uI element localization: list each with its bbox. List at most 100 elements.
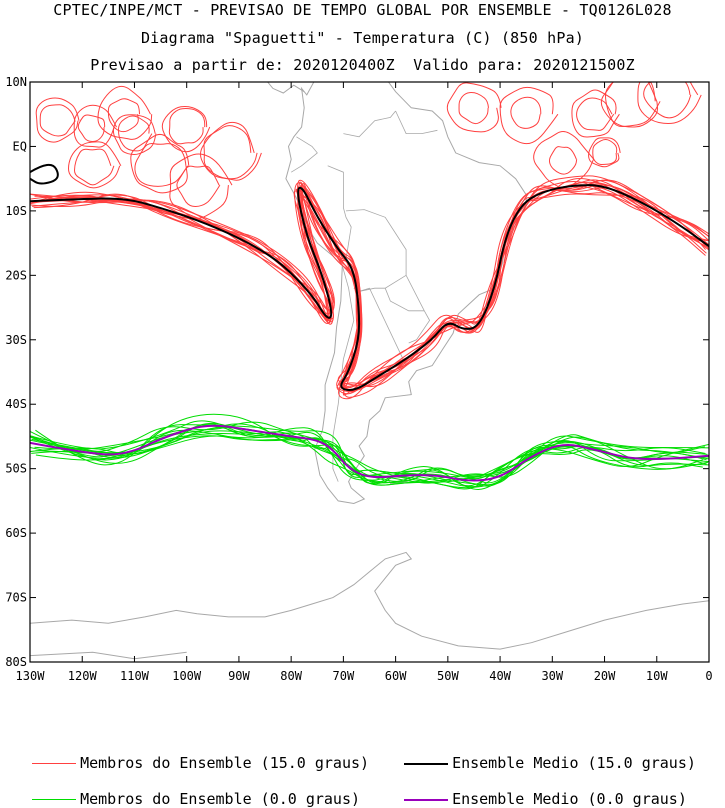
lat-tick-label: EQ xyxy=(13,139,27,153)
lon-tick-label: 120W xyxy=(68,669,98,683)
mean-0deg-line xyxy=(30,424,709,482)
member-15deg-loop xyxy=(134,143,189,187)
mean-15deg-line xyxy=(30,184,709,391)
legend-item-mean-0: Ensemble Medio (0.0 graus) xyxy=(386,772,687,808)
member-15deg-loop xyxy=(169,153,233,219)
member-15deg-loop xyxy=(199,121,262,181)
ensemble-mean-layer xyxy=(30,163,709,482)
lon-tick-label: 50W xyxy=(437,669,459,683)
lon-tick-label: 10W xyxy=(646,669,668,683)
member-15deg-loop xyxy=(510,96,542,129)
lat-tick-label: 30S xyxy=(5,333,27,347)
member-15deg-loop xyxy=(107,98,140,133)
lon-tick-label: 130W xyxy=(16,669,46,683)
country-border xyxy=(290,136,318,173)
legend-item-members-15: Membros do Ensemble (15.0 graus) xyxy=(14,736,369,772)
members-15deg-layer xyxy=(30,82,709,400)
lat-tick-label: 70S xyxy=(5,591,27,605)
member-15deg-line xyxy=(30,179,709,387)
title-line-1: CPTEC/INPE/MCT - PREVISAO DE TEMPO GLOBA… xyxy=(53,1,672,19)
legend-label-members-0: Membros do Ensemble (0.0 graus) xyxy=(80,790,361,808)
member-0deg-line xyxy=(35,423,708,490)
member-15deg-line xyxy=(31,179,709,391)
member-15deg-loop xyxy=(68,141,122,189)
legend-swatch-red xyxy=(32,763,77,764)
member-15deg-line xyxy=(33,182,709,391)
member-15deg-loop xyxy=(35,97,80,143)
lon-tick-label: 0 xyxy=(705,669,712,683)
country-border xyxy=(358,287,407,366)
member-15deg-loop xyxy=(600,82,659,128)
member-15deg-loop xyxy=(637,82,702,125)
coast-antarctica-shelf xyxy=(30,651,187,660)
member-15deg-line xyxy=(30,186,709,387)
member-15deg-line xyxy=(30,184,707,400)
member-0deg-line xyxy=(31,423,706,486)
member-15deg-loop xyxy=(117,115,153,152)
member-15deg-loop xyxy=(176,165,221,207)
coastline-layer xyxy=(30,82,709,660)
member-15deg-loop xyxy=(548,146,578,175)
member-15deg-loop xyxy=(77,114,106,142)
member-15deg-loop xyxy=(571,89,620,138)
member-15deg-loop xyxy=(576,97,615,131)
member-15deg-loop xyxy=(39,104,76,137)
lat-tick-label: 20S xyxy=(5,268,27,282)
member-15deg-line xyxy=(31,175,709,395)
country-border xyxy=(353,274,407,292)
lon-tick-label: 100W xyxy=(172,669,202,683)
legend-label-mean-0: Ensemble Medio (0.0 graus) xyxy=(452,790,687,808)
lat-tick-label: 10S xyxy=(5,204,27,218)
member-15deg-loop xyxy=(97,85,153,140)
legend-item-members-0: Membros do Ensemble (0.0 graus) xyxy=(14,772,360,808)
member-15deg-loop xyxy=(130,133,190,194)
member-15deg-loop xyxy=(203,125,258,180)
member-15deg-loop xyxy=(168,108,206,145)
member-15deg-line xyxy=(34,181,709,398)
lon-tick-label: 60W xyxy=(385,669,407,683)
lon-tick-label: 70W xyxy=(333,669,355,683)
member-15deg-line xyxy=(30,179,706,388)
lat-tick-label: 10N xyxy=(5,75,27,89)
member-15deg-line xyxy=(30,181,706,390)
title-line-2: Diagrama "Spaguetti" - Temperatura (C) (… xyxy=(140,29,585,47)
coast-central-america xyxy=(266,82,305,94)
member-15deg-loop xyxy=(592,139,618,166)
country-border xyxy=(395,110,438,134)
member-15deg-loop xyxy=(588,137,621,168)
mean-15deg-loop xyxy=(30,163,59,185)
country-border xyxy=(384,288,425,312)
country-border xyxy=(345,209,431,344)
member-15deg-loop xyxy=(643,82,692,119)
member-15deg-loop xyxy=(446,82,502,133)
member-0deg-line xyxy=(30,422,709,484)
lat-tick-label: 50S xyxy=(5,462,27,476)
member-0deg-line xyxy=(30,413,704,490)
member-15deg-line xyxy=(30,184,709,393)
legend-swatch-black xyxy=(404,762,449,765)
member-15deg-loop xyxy=(161,105,211,153)
member-15deg-line xyxy=(32,178,709,389)
legend-label-members-15: Membros do Ensemble (15.0 graus) xyxy=(80,754,370,772)
lon-tick-label: 40W xyxy=(489,669,511,683)
lat-tick-label: 60S xyxy=(5,526,27,540)
legend-swatch-purple xyxy=(404,798,449,801)
title-line-3: Previsao a partir de: 2020120400Z Valido… xyxy=(90,56,635,74)
lon-tick-label: 90W xyxy=(228,669,250,683)
member-15deg-loop xyxy=(458,92,489,125)
legend-swatch-green xyxy=(32,799,77,800)
lat-tick-label: 80S xyxy=(5,655,27,669)
legend-item-mean-15: Ensemble Medio (15.0 graus) xyxy=(386,736,696,772)
member-15deg-loop xyxy=(73,148,115,186)
lon-tick-label: 80W xyxy=(280,669,302,683)
lat-tick-label: 40S xyxy=(5,397,27,411)
country-border xyxy=(327,165,352,260)
member-0deg-line xyxy=(35,424,709,489)
lon-tick-label: 110W xyxy=(120,669,150,683)
country-border xyxy=(343,110,396,138)
member-15deg-line xyxy=(30,180,709,392)
member-15deg-line xyxy=(32,188,707,396)
map-frame xyxy=(29,81,710,663)
